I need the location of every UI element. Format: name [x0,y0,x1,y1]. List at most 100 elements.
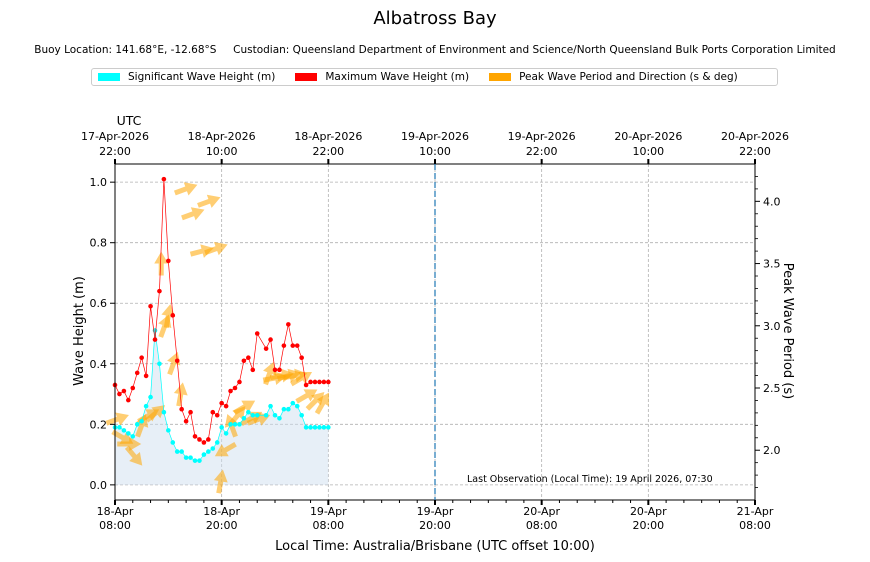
top-tick-label: 10:00 [632,145,664,158]
sig-wave-point [197,458,202,463]
sig-wave-point [250,412,256,418]
arrow-shape [233,400,256,415]
sig-wave-point [117,425,122,430]
top-tick-label: 10:00 [419,145,451,158]
max-wave-point [197,437,202,442]
top-axis-label: UTC [117,113,142,128]
sig-wave-point [326,425,331,430]
max-wave-point [228,388,233,394]
max-wave-point [326,379,331,385]
max-wave-point [281,343,287,348]
max-wave-point [143,373,149,379]
arrow-shape [154,251,169,276]
arrow-shape [189,244,214,258]
peak-period-arrow [204,242,228,256]
top-tick-label: 22:00 [739,145,771,158]
max-wave-point [130,385,136,391]
x-tick-label: 20:00 [632,519,664,532]
sig-wave-point [228,422,233,427]
legend-label: Significant Wave Height (m) [128,71,276,83]
y2-tick-label: 3.5 [763,258,781,271]
sig-wave-area [115,330,329,485]
max-wave-point [254,331,260,336]
max-wave-point [299,355,304,361]
sig-wave-point [170,440,176,445]
top-tick-label: 22:00 [99,145,131,158]
arrow-shape [181,207,205,221]
top-tick-label: 19-Apr-2026 [508,130,576,143]
y2-tick-label: 2.0 [763,444,781,457]
max-wave-point [232,385,238,391]
custodian: Custodian: Queensland Department of Envi… [233,44,836,56]
peak-period-arrow [167,351,181,376]
peak-period-arrow [290,371,313,387]
arrow-shape [305,391,325,411]
sig-wave-point [268,403,273,409]
max-wave-point [303,382,309,388]
max-wave-point [321,379,327,385]
peak-period-arrow [117,437,142,451]
legend-swatch [489,73,512,81]
y-tick-label: 0.4 [90,358,108,371]
sig-wave-point [166,428,171,433]
axes: 18-Apr08:0018-Apr20:0019-Apr08:0019-Apr2… [81,130,789,532]
peak-period-arrows [105,182,330,494]
x-tick-label: 20:00 [206,519,238,532]
peak-period-arrow [105,412,129,426]
max-wave-point [139,355,144,361]
y-tick-label: 0.0 [90,479,108,492]
y-axis-label: Wave Height (m) [72,276,87,386]
max-wave-point [241,358,247,364]
sig-wave-point [214,440,220,445]
max-wave-point [268,337,273,342]
sig-wave-point [241,415,247,421]
sig-wave-point [174,449,180,454]
x-tick-label: 18-Apr [203,505,240,518]
sig-wave-point [281,406,287,412]
sig-wave-point [294,403,300,409]
max-wave-point [134,370,140,376]
chart-title: Albatross Bay [373,8,497,29]
arrow-shape [145,405,166,423]
sig-wave-point [183,455,189,460]
peak-period-arrow [305,391,325,411]
x-axis-label: Local Time: Australia/Brisbane (UTC offs… [275,539,595,554]
peak-period-arrow [213,469,228,494]
arrow-shape [124,445,143,466]
top-tick-label: 17-Apr-2026 [81,130,149,143]
y2-tick-label: 4.0 [763,195,781,208]
legend-label: Peak Wave Period and Direction (s & deg) [519,71,738,83]
legend-item-maximum: Maximum Wave Height (m) [295,71,469,83]
max-wave-point [223,403,229,409]
arrow-shape [213,469,228,494]
max-wave-point [188,409,193,415]
top-tick-label: 19-Apr-2026 [401,130,469,143]
sig-wave-point [188,455,193,460]
max-wave-point [263,346,269,351]
max-wave-point [117,391,122,397]
sig-wave-point [210,446,216,451]
sig-wave-point [143,403,149,409]
y2-axis-label: Peak Wave Period (s) [780,263,795,399]
peak-period-arrow [154,251,169,276]
peak-period-arrow [197,194,221,208]
legend-item-peak: Peak Wave Period and Direction (s & deg) [489,71,738,83]
legend: Significant Wave Height (m) Maximum Wave… [91,68,778,86]
max-wave-point [121,388,127,394]
legend-label: Maximum Wave Height (m) [325,71,470,83]
chart-subtitle: Buoy Location: 141.68°E, -12.68°S Custod… [0,44,870,56]
y-tick-label: 1.0 [90,176,108,189]
x-tick-label: 20-Apr [630,505,667,518]
peak-period-arrow [295,389,318,404]
sig-wave-point [126,431,131,436]
x-tick-label: 19-Apr [310,505,347,518]
arrow-shape [173,182,198,196]
max-wave-point [317,379,322,385]
max-wave-point [308,379,313,385]
sig-wave-point [321,425,327,430]
x-tick-label: 08:00 [739,519,771,532]
max-wave-point [237,379,242,385]
max-wave-point [219,400,224,406]
peak-period-arrow [111,429,134,444]
